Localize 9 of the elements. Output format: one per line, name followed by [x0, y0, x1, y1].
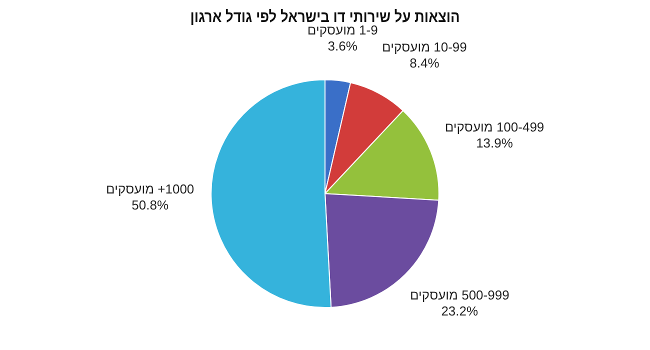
slice-label: 10-99 מועסקים	[382, 40, 467, 55]
slice-label: 1000+ מועסקים	[106, 181, 194, 196]
data-label: 23.2%	[441, 304, 479, 319]
data-label: 13.9%	[476, 136, 514, 151]
data-label: 3.6%	[328, 38, 358, 54]
slice-label: 500-999 מועסקים	[410, 288, 510, 303]
slice-label: 100-499 מועסקים	[444, 120, 544, 135]
data-label: 50.8%	[132, 197, 169, 212]
data-label: 8.4%	[410, 56, 440, 71]
